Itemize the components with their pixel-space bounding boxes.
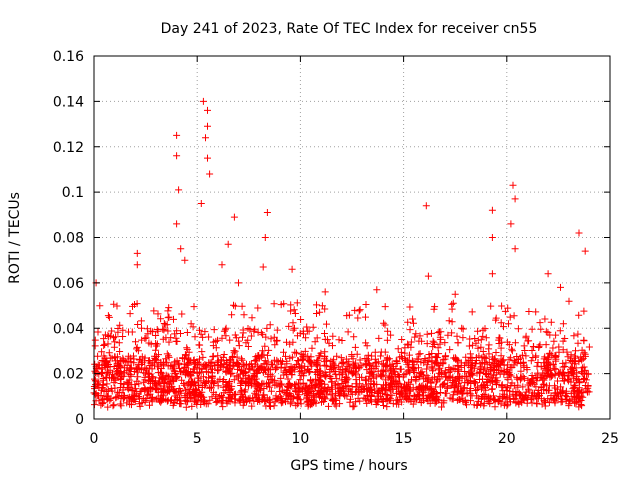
x-tick-labels: 0 5 10 15 20 25 bbox=[90, 431, 619, 447]
y-tick-label: 0.02 bbox=[53, 367, 84, 383]
x-tick-label: 10 bbox=[291, 431, 309, 447]
y-tick-labels: 0 0.02 0.04 0.06 0.08 0.1 0.12 0.14 0.16 bbox=[53, 49, 84, 428]
x-tick-label: 20 bbox=[498, 431, 516, 447]
y-axis-label: ROTI / TECUs bbox=[7, 192, 23, 284]
y-tick-label: 0.14 bbox=[53, 94, 84, 110]
axis-ticks bbox=[93, 55, 611, 420]
grid-lines bbox=[94, 56, 610, 419]
y-tick-label: 0.06 bbox=[53, 276, 84, 292]
y-tick-label: 0 bbox=[75, 412, 84, 428]
y-tick-label: 0.08 bbox=[53, 231, 84, 247]
data-points bbox=[90, 97, 593, 411]
x-tick-label: 5 bbox=[193, 431, 202, 447]
x-tick-label: 15 bbox=[395, 431, 413, 447]
x-tick-label: 25 bbox=[601, 431, 619, 447]
y-tick-label: 0.12 bbox=[53, 140, 84, 156]
chart-title: Day 241 of 2023, Rate Of TEC Index for r… bbox=[161, 21, 538, 37]
x-tick-label: 0 bbox=[90, 431, 99, 447]
y-tick-label: 0.1 bbox=[62, 185, 84, 201]
y-tick-label: 0.16 bbox=[53, 49, 84, 65]
y-tick-label: 0.04 bbox=[53, 321, 84, 337]
x-axis-label: GPS time / hours bbox=[290, 458, 407, 474]
roti-series-markers bbox=[90, 97, 593, 411]
